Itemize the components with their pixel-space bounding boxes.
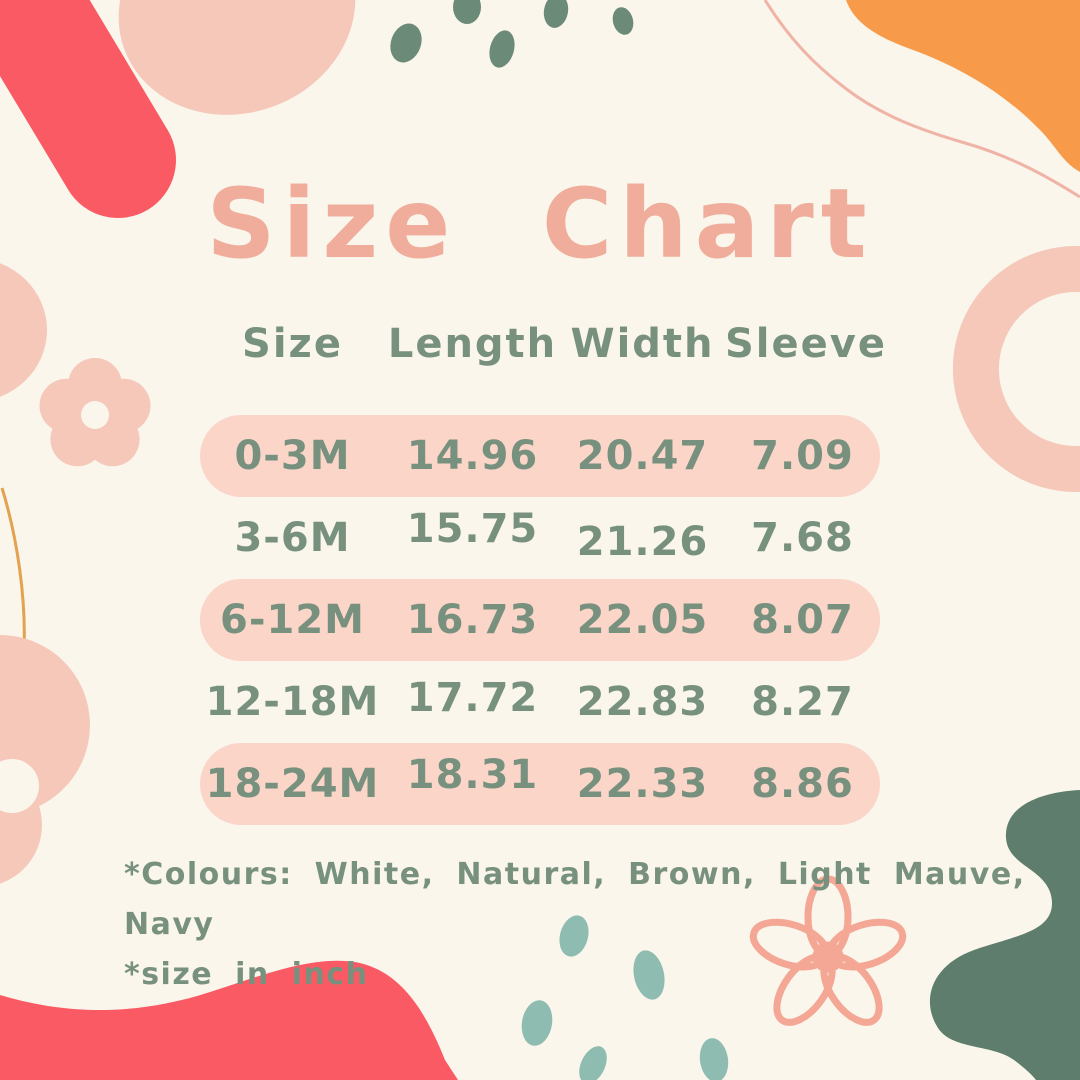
table-header-row: Size Length Width Sleeve xyxy=(200,320,887,368)
table-row: 3-6M 15.75 21.26 7.68 xyxy=(200,497,880,579)
colours-note: *Colours: White, Natural, Brown, Light M… xyxy=(124,857,1026,942)
size-table: Size Length Width Sleeve 0-3M 14.96 20.4… xyxy=(200,320,887,825)
unit-note: *size in inch xyxy=(124,957,369,992)
size-cell: 18-24M xyxy=(205,761,380,807)
pink-curve-line-icon xyxy=(763,0,1080,199)
green-blob-bottom-right-icon xyxy=(929,790,1080,1080)
red-blob-bottom-icon xyxy=(0,960,458,1080)
green-dots-icon xyxy=(390,0,634,68)
teal-dots-icon xyxy=(521,915,729,1080)
column-header-length: Length xyxy=(387,321,558,367)
size-cell: 12-18M xyxy=(205,679,380,725)
column-header-size: Size xyxy=(242,321,343,367)
sleeve-cell: 8.86 xyxy=(751,761,854,807)
orange-blob-top-right-icon xyxy=(846,0,1080,172)
table-row: 0-3M 14.96 20.47 7.09 xyxy=(200,415,880,497)
sleeve-cell: 7.09 xyxy=(751,433,854,479)
length-cell: 15.75 xyxy=(406,506,539,552)
width-cell: 21.26 xyxy=(576,519,709,565)
width-cell: 22.05 xyxy=(576,597,709,643)
page-title: Size Chart xyxy=(206,168,874,280)
sleeve-cell: 7.68 xyxy=(751,515,854,561)
pink-blob-top-icon xyxy=(118,0,356,115)
red-pill-blob-icon xyxy=(0,0,176,218)
pink-swirl-icon xyxy=(952,246,1080,492)
table-body: 0-3M 14.96 20.47 7.09 3-6M 15.75 21.26 7… xyxy=(200,415,880,825)
flower-doodle-icon xyxy=(749,875,907,1026)
pink-flower-icon xyxy=(39,358,151,467)
sleeve-cell: 8.27 xyxy=(751,679,854,725)
pink-ring-blob-icon xyxy=(0,635,90,884)
column-header-sleeve: Sleeve xyxy=(725,321,887,367)
length-cell: 17.72 xyxy=(406,675,539,721)
table-row: 6-12M 16.73 22.05 8.07 xyxy=(200,579,880,661)
length-cell: 18.31 xyxy=(406,752,539,798)
length-cell: 16.73 xyxy=(406,597,539,643)
width-cell: 20.47 xyxy=(576,433,709,479)
size-cell: 6-12M xyxy=(220,597,365,643)
width-cell: 22.83 xyxy=(576,679,709,725)
table-row: 12-18M 17.72 22.83 8.27 xyxy=(200,661,880,743)
column-header-width: Width xyxy=(570,321,715,367)
pink-blob-left-icon xyxy=(0,263,47,397)
footnotes: *Colours: White, Natural, Brown, Light M… xyxy=(124,850,1080,1000)
length-cell: 14.96 xyxy=(406,433,539,479)
sleeve-cell: 8.07 xyxy=(751,597,854,643)
size-cell: 0-3M xyxy=(234,433,351,479)
table-row: 18-24M 18.31 22.33 8.86 xyxy=(200,743,880,825)
size-cell: 3-6M xyxy=(234,515,351,561)
width-cell: 22.33 xyxy=(576,761,709,807)
